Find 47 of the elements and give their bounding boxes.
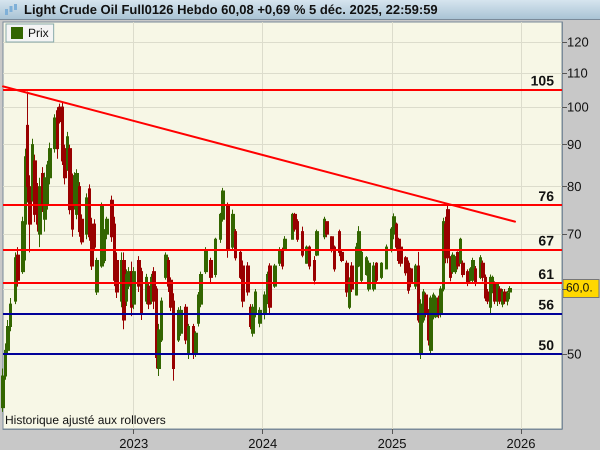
legend-label: Prix bbox=[28, 26, 49, 40]
candlestick bbox=[16, 246, 20, 288]
candlestick bbox=[325, 220, 329, 238]
candlestick bbox=[194, 330, 198, 358]
candlestick bbox=[459, 237, 462, 264]
ref-line-label: 67 bbox=[538, 232, 554, 249]
x-tick-label: 2025 bbox=[378, 436, 406, 450]
y-tick-label: 90 bbox=[567, 137, 582, 152]
candlestick bbox=[268, 262, 272, 315]
candlestick bbox=[506, 290, 509, 306]
candlestick bbox=[187, 323, 190, 360]
candlestick bbox=[226, 202, 230, 258]
candlestick bbox=[214, 237, 217, 278]
candlestick bbox=[313, 256, 316, 285]
candlestick bbox=[204, 246, 208, 274]
annotation: Historique ajusté aux rollovers bbox=[5, 413, 166, 427]
ref-line-label: 50 bbox=[538, 336, 554, 353]
ref-line-label: 61 bbox=[538, 266, 554, 282]
y-tick-label: 100 bbox=[567, 100, 589, 115]
y-tick-label: 70 bbox=[567, 226, 582, 242]
candlestick bbox=[281, 247, 284, 270]
candlestick bbox=[231, 209, 235, 250]
x-tick-label: 2023 bbox=[119, 436, 148, 450]
ref-line-label: 76 bbox=[538, 188, 554, 204]
y-tick-label: 50 bbox=[567, 346, 582, 362]
candlestick bbox=[315, 229, 319, 257]
y-tick-label: 80 bbox=[567, 179, 582, 194]
candlestick bbox=[308, 245, 311, 270]
candlestick bbox=[385, 244, 388, 270]
ref-line-label: 105 bbox=[530, 72, 554, 89]
candlestick bbox=[375, 262, 378, 284]
candlestick bbox=[273, 263, 277, 288]
candlestick bbox=[301, 226, 304, 258]
ref-line-label: 56 bbox=[538, 296, 554, 313]
y-tick-label: 110 bbox=[567, 66, 588, 81]
candlestick bbox=[474, 266, 477, 287]
candlestick bbox=[132, 266, 136, 310]
candlestick bbox=[380, 262, 383, 280]
candlestick bbox=[209, 257, 213, 284]
candlestick bbox=[56, 106, 59, 160]
x-tick-label: 2026 bbox=[506, 436, 536, 450]
candlestick bbox=[234, 228, 237, 262]
candlestick bbox=[283, 236, 287, 250]
annotation: 60,0. bbox=[566, 280, 593, 295]
chart-title: Light Crude Oil Full0126 Hebdo 60,08 +0,69 % 5 déc. 2025, 22:59:59 bbox=[24, 2, 438, 17]
x-tick-label: 2024 bbox=[248, 436, 278, 450]
y-tick-label: 120 bbox=[567, 34, 589, 50]
